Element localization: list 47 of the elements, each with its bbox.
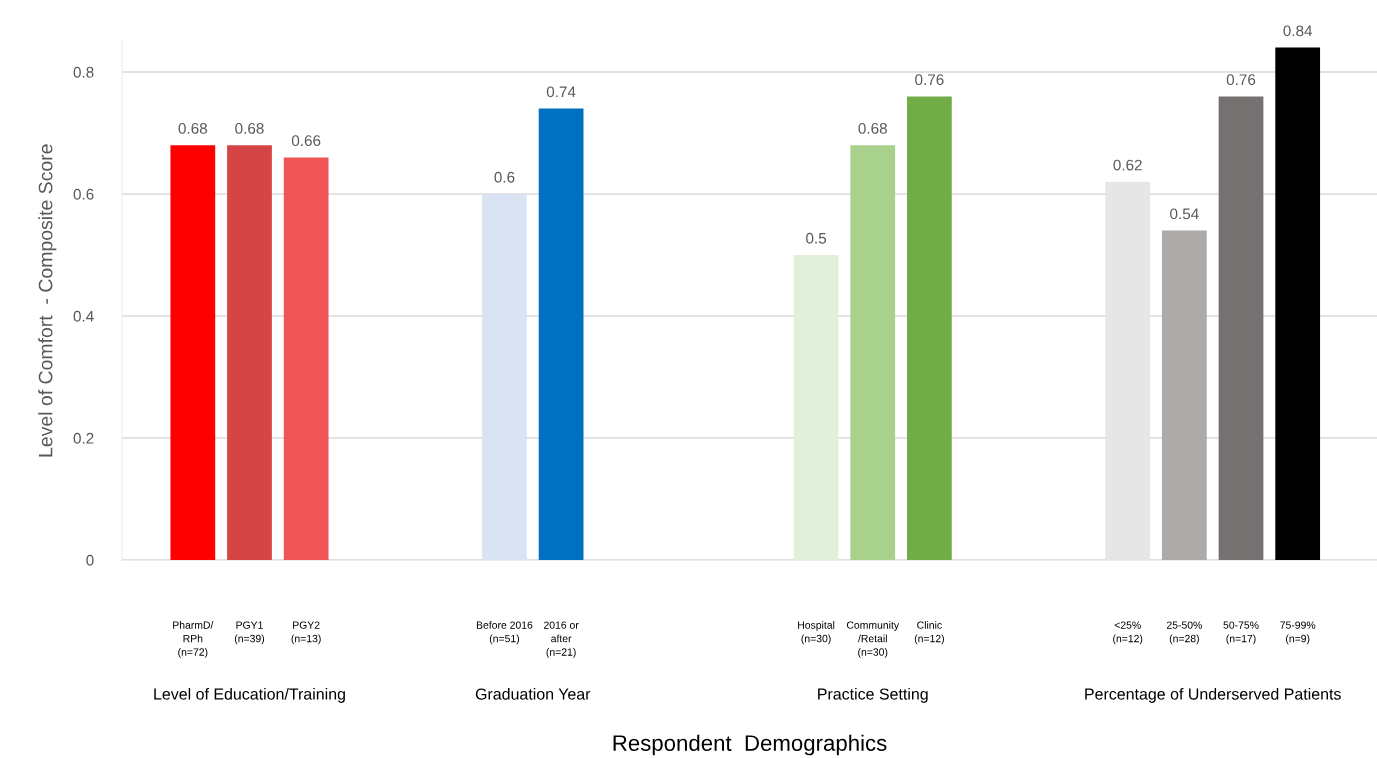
y-tick-label: 0 (86, 554, 94, 566)
bar (850, 145, 896, 560)
x-tick-label: Clinic (n=12) (914, 621, 944, 645)
text: Graduation Year (475, 688, 591, 700)
data-label: 0.74 (546, 86, 576, 98)
x-tick-label: 25-50% (n=28) (1166, 621, 1202, 645)
data-label: 0.68 (178, 123, 208, 134)
bar (283, 157, 329, 560)
data-label: 0.54 (1170, 208, 1199, 220)
bar (1105, 181, 1151, 560)
x-tick-label: 50-75% (n=17) (1223, 621, 1259, 645)
x-tick-label: PGY1 (n=39) (234, 621, 265, 645)
bar (907, 96, 952, 560)
text: Practice Setting (818, 688, 928, 703)
x-tick-label: 2016 or after (n=21) (543, 621, 579, 658)
bar (1275, 47, 1321, 560)
data-label: 0.76 (915, 74, 944, 86)
bar (793, 255, 839, 560)
x-axis-title: Respondent Demographics (613, 734, 887, 756)
y-tick-label: 0.6 (73, 188, 94, 200)
x-tick-label: <25% (n=12) (1113, 621, 1143, 645)
data-label: 0.6 (494, 171, 515, 183)
y-tick-label: 0.8 (73, 66, 94, 78)
x-tick-label: PharmD/ RPh (n=72) (173, 621, 214, 658)
text: Percentage of Underserved Patients (1085, 688, 1341, 703)
x-tick-label: Hospital (n=30) (798, 621, 835, 645)
x-tick-label: PGY2 (n=13) (291, 621, 321, 645)
bar (170, 145, 216, 560)
data-label: 0.68 (235, 123, 264, 134)
data-label: 0.66 (291, 135, 321, 147)
data-label: 0.62 (1113, 159, 1142, 171)
bar (1161, 230, 1207, 560)
x-tick-label: Community /Retail (n=30) (846, 621, 900, 658)
bar (227, 145, 272, 560)
data-label: 0.76 (1226, 74, 1256, 86)
data-label: 0.5 (806, 232, 827, 244)
y-tick-label: 0.4 (73, 310, 94, 322)
y-tick-label: 0.2 (73, 432, 94, 444)
data-label: 0.68 (858, 123, 887, 134)
x-tick-label: 75-99% (n=9) (1280, 621, 1316, 645)
bar (538, 108, 584, 560)
y-axis-title: Level of Comfort - Composite Score (38, 144, 57, 457)
x-tick-label: Before 2016 (n=51) (476, 621, 533, 645)
bar (482, 194, 527, 560)
bar (1218, 96, 1264, 560)
data-label: 0.84 (1283, 25, 1313, 37)
text: Level of Education/Training (154, 688, 345, 703)
